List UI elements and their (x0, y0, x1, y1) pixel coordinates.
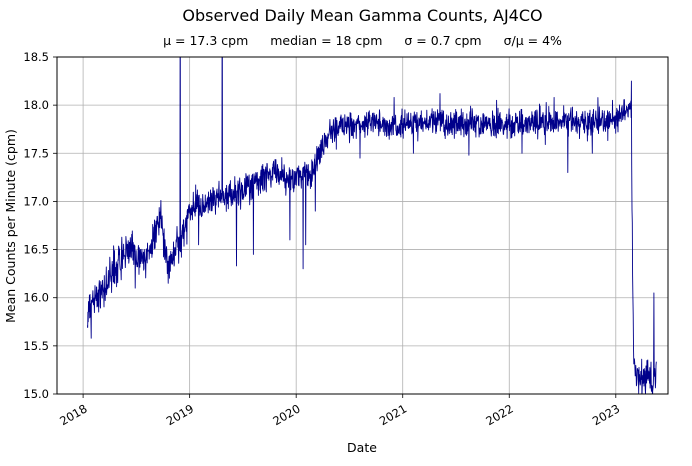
stat-median: median = 18 cpm (270, 33, 383, 48)
grid (57, 56, 668, 395)
y-tick-label: 15.0 (23, 387, 49, 401)
x-tick-label: 2018 (57, 401, 89, 428)
stat-sigma-over-mu: σ/μ = 4% (503, 33, 562, 48)
y-tick-label: 16.5 (23, 243, 49, 257)
x-axis-label: Date (347, 440, 377, 455)
x-tick-label: 2023 (590, 401, 622, 428)
plot-border (56, 56, 669, 395)
y-axis-label: Mean Counts per Minute (cpm) (3, 129, 18, 323)
stat-sigma: σ = 0.7 cpm (404, 33, 482, 48)
y-tick-label: 18.0 (23, 98, 49, 112)
stat-mean: μ = 17.3 cpm (163, 33, 249, 48)
y-tick-label: 17.0 (23, 194, 49, 208)
x-tick-label: 2019 (164, 401, 196, 428)
x-tick-label: 2020 (270, 401, 302, 428)
chart-subtitle: μ = 17.3 cpm median = 18 cpm σ = 0.7 cpm… (57, 33, 668, 48)
axes: 2018 2019 2020 2021 2022 2023 15.0 15.5 16.0 16.5… (23, 50, 622, 428)
chart-title: Observed Daily Mean Gamma Counts, AJ4CO (182, 6, 543, 25)
data-series (86, 57, 657, 394)
x-tick-label: 2022 (483, 401, 515, 428)
data-line (86, 57, 657, 394)
y-tick-label: 18.5 (23, 50, 49, 64)
x-tick-label: 2021 (377, 401, 409, 428)
y-tick-label: 15.5 (23, 339, 49, 353)
y-tick-label: 16.0 (23, 291, 49, 305)
y-tick-label: 17.5 (23, 146, 49, 160)
